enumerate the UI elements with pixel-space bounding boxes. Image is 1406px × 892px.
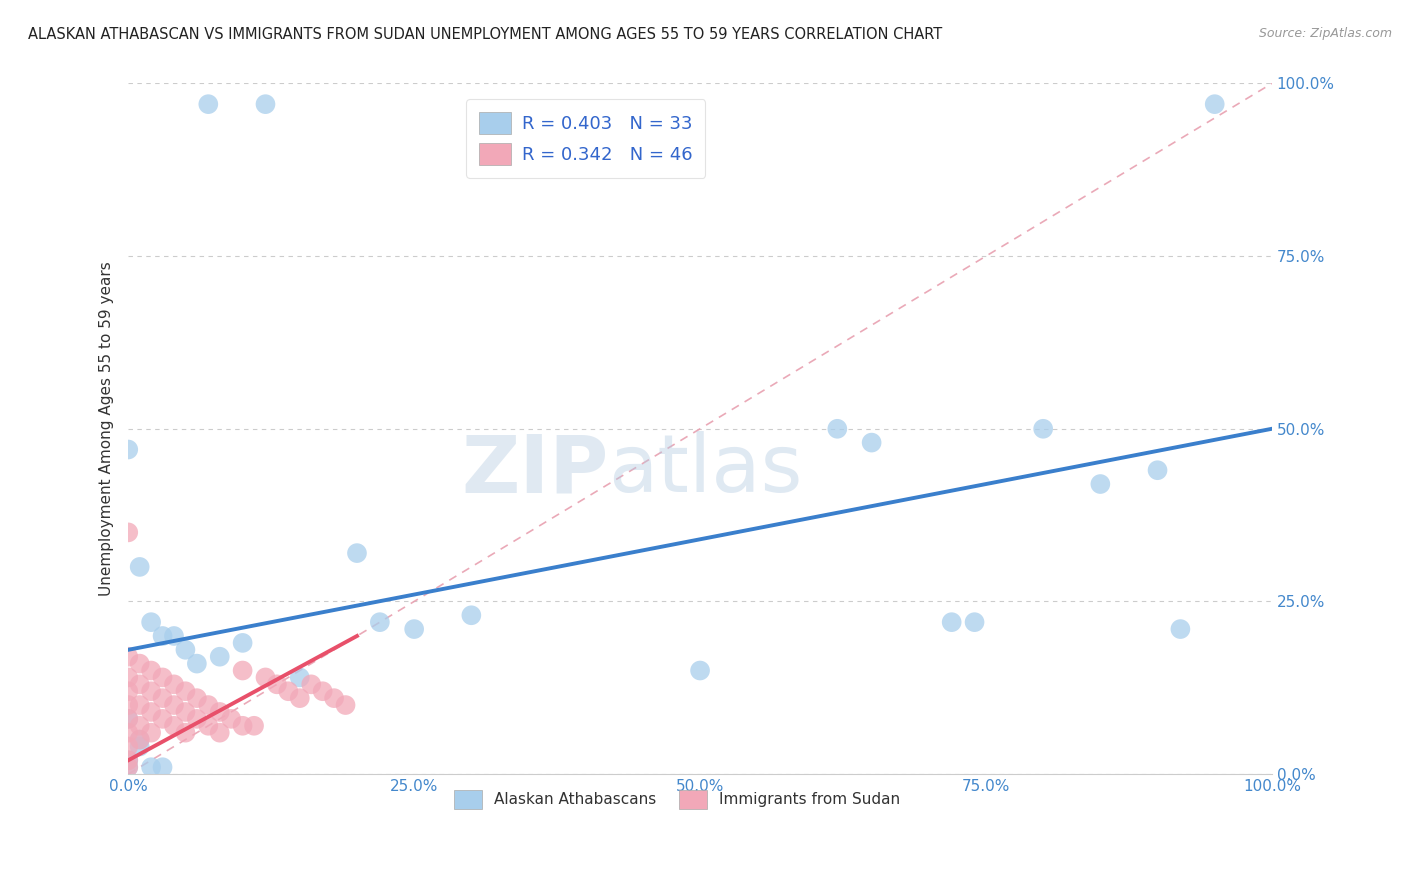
Point (1146, 463, 1168, 477)
Point (460, 608, 482, 623)
Point (288, 691, 311, 706)
Point (254, 97, 277, 112)
Point (139, 684, 162, 698)
Point (827, 422, 849, 436)
Point (117, 753, 139, 767)
Point (232, 664, 254, 678)
Point (128, 739, 150, 754)
Point (277, 684, 299, 698)
Point (197, 719, 219, 733)
Point (117, 760, 139, 774)
Point (232, 636, 254, 650)
Point (208, 705, 231, 719)
Point (139, 705, 162, 719)
Point (1170, 622, 1192, 636)
Point (254, 670, 277, 684)
Point (163, 629, 186, 643)
Point (117, 442, 139, 457)
Point (128, 677, 150, 691)
Point (128, 560, 150, 574)
Point (174, 642, 197, 657)
Point (266, 677, 288, 691)
Point (128, 732, 150, 747)
Point (197, 97, 219, 112)
Point (117, 725, 139, 739)
Point (323, 691, 346, 706)
Point (288, 670, 311, 684)
Point (311, 684, 333, 698)
Point (117, 760, 139, 774)
Point (174, 705, 197, 719)
Point (128, 719, 150, 733)
Point (860, 435, 883, 450)
Point (117, 698, 139, 712)
Point (197, 698, 219, 712)
Point (174, 725, 197, 739)
Point (1090, 477, 1112, 491)
Point (163, 719, 186, 733)
Point (117, 712, 139, 726)
Point (208, 725, 231, 739)
Y-axis label: Unemployment Among Ages 55 to 59 years: Unemployment Among Ages 55 to 59 years (100, 261, 114, 596)
Point (163, 677, 186, 691)
Point (941, 615, 963, 630)
Text: Source: ZipAtlas.com: Source: ZipAtlas.com (1258, 27, 1392, 40)
Point (404, 622, 426, 636)
Point (128, 657, 150, 671)
Point (152, 670, 174, 684)
Point (186, 691, 208, 706)
Point (174, 684, 197, 698)
Point (335, 698, 357, 712)
Point (1032, 422, 1054, 436)
Point (163, 698, 186, 712)
Point (152, 760, 174, 774)
Point (117, 684, 139, 698)
Point (243, 719, 266, 733)
Point (117, 739, 139, 754)
Point (152, 691, 174, 706)
Text: ALASKAN ATHABASCAN VS IMMIGRANTS FROM SUDAN UNEMPLOYMENT AMONG AGES 55 TO 59 YEA: ALASKAN ATHABASCAN VS IMMIGRANTS FROM SU… (28, 27, 942, 42)
Point (128, 732, 150, 747)
Point (963, 615, 986, 630)
Point (232, 719, 254, 733)
Point (152, 712, 174, 726)
Point (689, 664, 711, 678)
Point (299, 677, 322, 691)
Text: atlas: atlas (609, 431, 803, 509)
Point (117, 670, 139, 684)
Text: ZIP: ZIP (461, 431, 609, 509)
Point (117, 525, 139, 540)
Point (139, 760, 162, 774)
Point (152, 629, 174, 643)
Point (186, 712, 208, 726)
Point (186, 657, 208, 671)
Point (139, 725, 162, 739)
Point (139, 664, 162, 678)
Legend: Alaskan Athabascans, Immigrants from Sudan: Alaskan Athabascans, Immigrants from Sud… (449, 784, 907, 814)
Point (368, 615, 391, 630)
Point (208, 649, 231, 664)
Point (117, 649, 139, 664)
Point (219, 712, 242, 726)
Point (128, 698, 150, 712)
Point (117, 753, 139, 767)
Point (139, 615, 162, 630)
Point (1204, 97, 1226, 112)
Point (346, 546, 368, 560)
Point (117, 712, 139, 726)
